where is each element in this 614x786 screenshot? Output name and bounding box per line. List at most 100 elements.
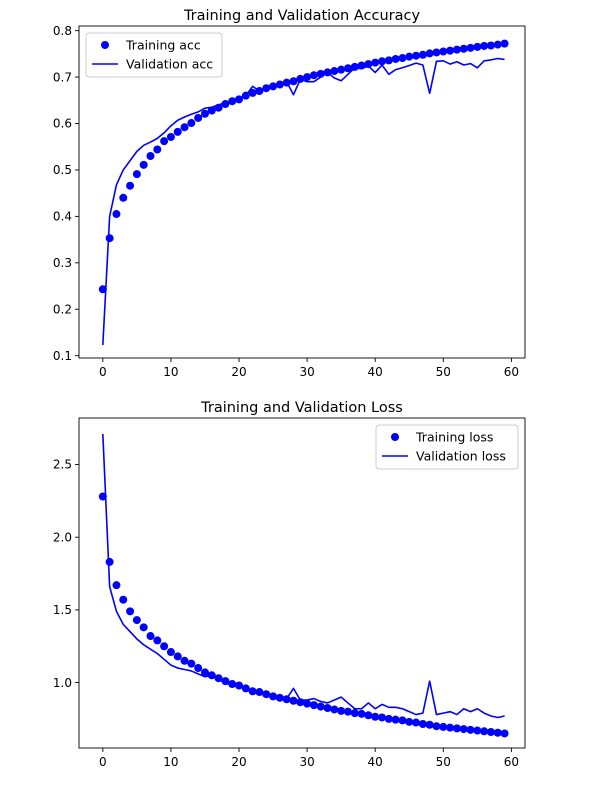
data-point [343,64,352,73]
plot-frame [78,417,526,749]
data-point [105,557,114,566]
data-point [432,48,441,57]
x-tick-label: 0 [99,365,107,379]
data-point [248,88,257,97]
data-point [391,715,400,724]
data-point [378,57,387,66]
data-point [486,728,495,737]
legend-marker [391,433,399,441]
x-tick-label: 20 [231,365,246,379]
data-point [187,119,196,128]
data-point [119,193,128,202]
x-tick-label: 60 [504,755,519,769]
data-point [132,616,141,625]
data-point [418,720,427,729]
data-point [432,722,441,731]
x-tick-label: 50 [436,365,451,379]
data-point [98,285,107,294]
data-point [500,39,509,48]
data-point [486,41,495,50]
legend-label: Validation acc [126,56,213,71]
data-point [412,718,421,727]
data-point [425,720,434,729]
data-point [200,109,209,118]
x-tick-label: 40 [368,755,383,769]
data-point [160,137,169,146]
data-point [493,728,502,737]
y-tick-label: 0.8 [53,24,72,38]
data-point [480,727,489,736]
data-point [180,656,189,665]
chart-title: Training and Validation Accuracy [183,8,421,24]
data-point [364,711,373,720]
data-point [405,52,414,61]
data-point [316,702,325,711]
data-point [459,725,468,734]
legend-box [85,32,223,78]
data-point [425,49,434,58]
legend-label: Validation loss [416,448,506,463]
chart-title: Training and Validation Loss [200,400,403,416]
series-line [102,57,505,346]
legend: Training loss Validation loss [375,424,519,470]
data-point [105,234,114,243]
data-point [126,181,135,190]
data-point [466,725,475,734]
x-tick-label: 60 [504,365,519,379]
data-point [309,701,318,710]
data-point [303,73,312,82]
data-point [378,713,387,722]
legend-label: Training loss [415,429,493,444]
y-tick-label: 0.5 [53,163,72,177]
x-tick-label: 10 [163,755,178,769]
chart-1: Training and Validation Accuracy 0 10 20 30 4… [53,8,526,379]
data-point [405,717,414,726]
data-point [493,40,502,49]
data-point [323,704,332,713]
data-point [180,123,189,132]
data-point [146,152,155,161]
data-point [452,45,461,54]
legend: Training acc Validation acc [85,32,223,78]
x-tick-label: 30 [299,755,314,769]
data-point [309,71,318,80]
data-point [330,67,339,76]
y-tick-label: 2.5 [53,458,72,472]
y-tick-label: 0.6 [53,117,72,131]
x-tick-label: 0 [99,755,107,769]
data-point [371,58,380,67]
data-point [303,699,312,708]
data-point [384,714,393,723]
data-point [337,65,346,74]
series-training-loss [98,492,509,738]
data-point [194,113,203,122]
data-point [343,707,352,716]
x-tick-label: 10 [163,365,178,379]
data-point [452,724,461,733]
data-point [126,607,135,616]
legend-marker [101,41,109,49]
data-point [200,668,209,677]
data-point [166,132,175,141]
data-point [371,712,380,721]
data-point [398,54,407,63]
legend-box [375,424,519,470]
data-point [289,696,298,705]
data-point [337,706,346,715]
series-training-acc [98,39,509,294]
x-tick-label: 20 [231,755,246,769]
data-point [391,54,400,63]
data-point [132,170,141,179]
data-point [112,581,121,590]
data-point [153,636,162,645]
data-point [473,42,482,51]
data-point [153,145,162,154]
data-point [439,722,448,731]
series-validation-loss [102,433,505,719]
data-point [446,723,455,732]
data-point [207,106,216,115]
data-point [439,47,448,56]
y-tick-label: 2.0 [53,530,72,544]
x-tick-label: 50 [436,755,451,769]
data-point [350,709,359,718]
